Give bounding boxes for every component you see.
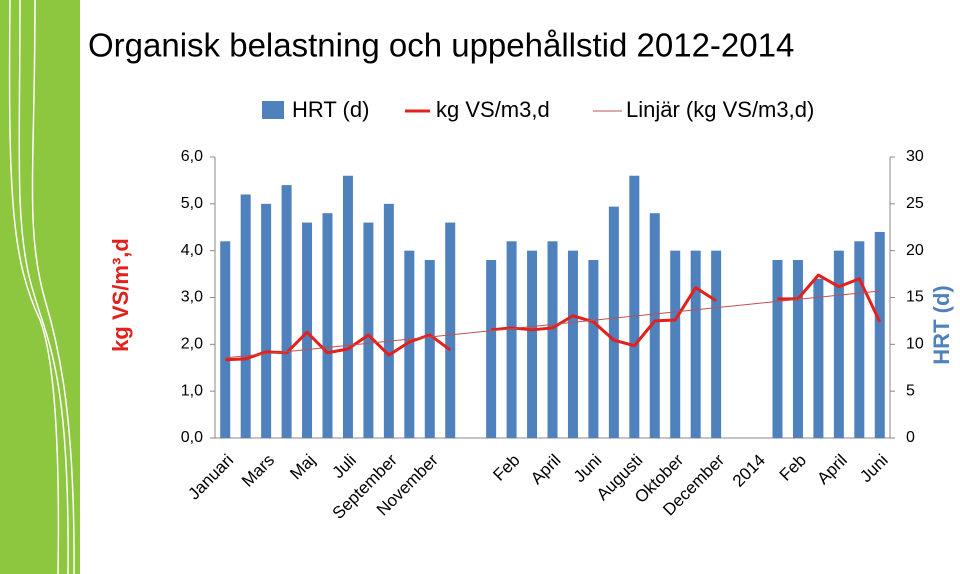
bar [608, 206, 619, 438]
bar [445, 222, 456, 438]
bar [711, 250, 722, 438]
bar [690, 250, 701, 438]
y2-tick-label: 20 [906, 242, 924, 259]
x-tick-label: Juni [856, 451, 891, 486]
bar [240, 194, 251, 438]
bar [302, 222, 313, 438]
trendline [225, 290, 880, 359]
y2-tick-label: 10 [906, 336, 924, 353]
y-tick-label: 0,0 [181, 429, 203, 446]
bar [629, 175, 640, 438]
bar [220, 241, 231, 438]
y-tick-label: 5,0 [181, 195, 203, 212]
bar [424, 260, 435, 438]
side-decoration [8, 0, 75, 574]
bar [527, 250, 538, 438]
x-tick-label: Maj [286, 451, 319, 484]
side-band [0, 0, 80, 574]
bar [874, 231, 885, 438]
bar [792, 260, 803, 438]
y-tick-label: 3,0 [181, 289, 203, 306]
bar [486, 260, 497, 438]
y2-tick-label: 30 [906, 148, 924, 165]
bar [567, 250, 578, 438]
y2-tick-label: 5 [906, 382, 915, 399]
y-axis-title: kg VS/m³,d [108, 238, 133, 352]
bar [854, 241, 865, 438]
y2-tick-label: 15 [906, 289, 924, 306]
bar [506, 241, 517, 438]
bar [261, 203, 272, 438]
x-tick-label: Juli [328, 451, 359, 482]
y2-axis-title: HRT (d) [929, 285, 954, 364]
bar [404, 250, 415, 438]
bar [670, 250, 681, 438]
x-tick-label: Januari [184, 451, 237, 504]
line [225, 273, 882, 362]
y2-tick-label: 25 [906, 195, 924, 212]
y-tick-label: 4,0 [181, 242, 203, 259]
x-tick-label: Juni [570, 451, 605, 486]
x-tick-label: Feb [776, 451, 810, 485]
x-tick-label: 2014 [729, 451, 769, 491]
bar [363, 222, 374, 438]
y2-tick-label: 0 [906, 429, 915, 446]
legend-label: HRT (d) [292, 97, 369, 122]
legend-swatch [262, 101, 284, 119]
x-tick-label: Mars [238, 451, 278, 491]
x-tick-label: Feb [489, 451, 523, 485]
bar [588, 260, 599, 438]
bar [383, 203, 394, 438]
bar [322, 213, 333, 438]
bar [342, 175, 353, 438]
bar [772, 260, 783, 438]
y-tick-label: 1,0 [181, 382, 203, 399]
bar [813, 278, 824, 438]
chart-title: Organisk belastning och uppehållstid 201… [88, 27, 794, 64]
bar [547, 241, 558, 438]
bar [281, 185, 292, 438]
x-tick-label: April [813, 451, 850, 488]
bar [649, 213, 660, 438]
legend-label: kg VS/m3,d [436, 97, 550, 122]
y-tick-label: 2,0 [181, 336, 203, 353]
bar [833, 250, 844, 438]
x-tick-label: April [527, 451, 564, 488]
legend-label: Linjär (kg VS/m3,d) [626, 97, 814, 122]
y-tick-label: 6,0 [181, 148, 203, 165]
